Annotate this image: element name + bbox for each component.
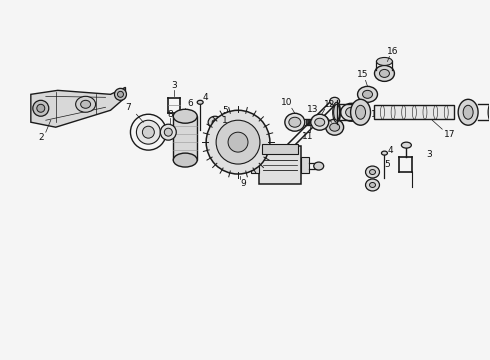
Ellipse shape bbox=[311, 114, 329, 130]
Ellipse shape bbox=[382, 151, 388, 155]
Text: 1: 1 bbox=[245, 121, 251, 130]
Text: 7: 7 bbox=[125, 103, 131, 112]
Ellipse shape bbox=[285, 113, 305, 131]
Ellipse shape bbox=[37, 104, 45, 112]
Ellipse shape bbox=[326, 119, 343, 135]
Ellipse shape bbox=[345, 107, 358, 117]
Text: 13: 13 bbox=[307, 105, 318, 114]
Text: 17: 17 bbox=[443, 130, 455, 139]
Ellipse shape bbox=[164, 128, 172, 136]
Ellipse shape bbox=[330, 97, 340, 105]
Ellipse shape bbox=[208, 116, 222, 128]
Bar bbox=[301, 157, 309, 173]
Text: 8: 8 bbox=[168, 110, 173, 119]
Ellipse shape bbox=[160, 124, 176, 140]
Text: 16: 16 bbox=[387, 47, 398, 56]
Ellipse shape bbox=[366, 179, 379, 191]
Text: 4: 4 bbox=[388, 145, 393, 154]
Text: 5: 5 bbox=[385, 159, 391, 168]
Ellipse shape bbox=[212, 134, 218, 139]
Ellipse shape bbox=[81, 100, 91, 108]
Bar bbox=[251, 157, 259, 173]
Ellipse shape bbox=[341, 103, 363, 121]
Text: 6: 6 bbox=[187, 99, 193, 108]
Ellipse shape bbox=[366, 166, 379, 178]
Ellipse shape bbox=[173, 109, 197, 123]
Ellipse shape bbox=[379, 69, 390, 77]
Ellipse shape bbox=[369, 183, 375, 188]
Ellipse shape bbox=[212, 120, 218, 125]
Text: 14: 14 bbox=[371, 110, 382, 119]
Text: 1: 1 bbox=[222, 116, 228, 125]
Ellipse shape bbox=[33, 100, 49, 116]
Ellipse shape bbox=[374, 66, 394, 81]
Ellipse shape bbox=[197, 100, 203, 104]
Ellipse shape bbox=[363, 90, 372, 98]
Ellipse shape bbox=[489, 104, 490, 120]
Ellipse shape bbox=[356, 105, 366, 119]
Text: 3: 3 bbox=[172, 81, 177, 90]
Text: 5: 5 bbox=[222, 106, 228, 115]
Ellipse shape bbox=[463, 105, 473, 119]
Ellipse shape bbox=[350, 99, 370, 125]
Text: 2: 2 bbox=[38, 133, 44, 142]
Bar bbox=[173, 116, 197, 160]
Ellipse shape bbox=[208, 130, 222, 142]
Ellipse shape bbox=[401, 142, 412, 148]
Ellipse shape bbox=[136, 120, 160, 144]
Ellipse shape bbox=[315, 118, 325, 126]
Ellipse shape bbox=[314, 162, 324, 170]
Text: 10: 10 bbox=[281, 98, 293, 107]
Ellipse shape bbox=[143, 126, 154, 138]
Bar bbox=[374, 105, 454, 119]
Ellipse shape bbox=[236, 162, 246, 170]
Ellipse shape bbox=[216, 120, 260, 164]
Ellipse shape bbox=[376, 58, 392, 66]
Ellipse shape bbox=[334, 104, 340, 120]
Ellipse shape bbox=[118, 91, 123, 97]
Text: 3: 3 bbox=[426, 150, 432, 159]
Text: 9: 9 bbox=[240, 180, 246, 189]
Ellipse shape bbox=[358, 86, 377, 102]
Ellipse shape bbox=[115, 88, 126, 100]
Ellipse shape bbox=[173, 153, 197, 167]
Bar bbox=[259, 146, 301, 184]
Ellipse shape bbox=[169, 129, 179, 135]
Ellipse shape bbox=[228, 132, 248, 152]
Text: 15: 15 bbox=[357, 70, 368, 79]
Ellipse shape bbox=[458, 99, 478, 125]
Text: 4: 4 bbox=[202, 93, 208, 102]
Text: 12: 12 bbox=[324, 100, 335, 109]
Ellipse shape bbox=[369, 170, 375, 175]
Polygon shape bbox=[31, 87, 125, 127]
Ellipse shape bbox=[75, 96, 96, 112]
Ellipse shape bbox=[206, 110, 270, 174]
Text: 11: 11 bbox=[302, 132, 314, 141]
Ellipse shape bbox=[289, 117, 301, 127]
Bar bbox=[262, 144, 298, 154]
Ellipse shape bbox=[330, 123, 340, 131]
